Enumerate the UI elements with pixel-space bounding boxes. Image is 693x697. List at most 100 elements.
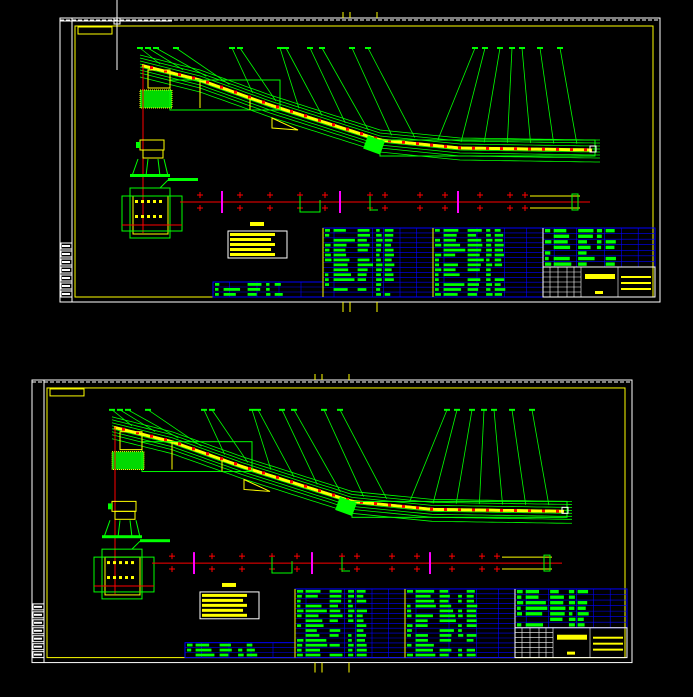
parts-table-b-cell-text — [407, 614, 412, 618]
idler-marker — [416, 506, 419, 510]
parts-table-b-cell-text — [494, 293, 503, 296]
parts-table-a-cell-text — [325, 283, 330, 286]
left-strip-cell — [60, 290, 73, 298]
parts-table-b-cell-text — [415, 643, 434, 647]
plan-cross-marker — [169, 553, 175, 560]
plan-cross-marker — [414, 566, 420, 573]
idler-marker — [150, 66, 153, 69]
parts-table-a-cell-text — [333, 253, 347, 257]
parts-table-b-cell-text — [466, 634, 477, 637]
parts-table-c-cell-text — [550, 617, 563, 622]
idler-marker — [248, 466, 251, 470]
idler-marker — [304, 114, 307, 118]
parts-table-c-cell-text — [596, 240, 602, 244]
plan-cross-marker — [239, 566, 245, 573]
parts-table-a-cell-text — [333, 288, 348, 291]
parts-table-a-cell-text — [297, 653, 303, 657]
parts-table-a-cell-text — [384, 263, 395, 267]
idler-marker — [472, 146, 475, 150]
parts-table-b-cell-text — [415, 604, 436, 608]
parts-table-b-cell-text — [467, 283, 480, 286]
left-strip-text — [34, 645, 42, 648]
section-bolt — [141, 215, 144, 218]
parts-table-a-cell-text — [357, 273, 367, 277]
leader-label — [153, 47, 159, 49]
parts-table-a-cell-text — [356, 643, 367, 647]
plan-cross-marker — [449, 566, 455, 573]
section-bolt — [159, 215, 162, 218]
section-bolt — [113, 576, 116, 579]
left-strip-cell — [60, 266, 73, 274]
parts-table-b-cell-text — [467, 229, 482, 232]
parts-table-a-cell-text — [356, 638, 365, 642]
parts-table-b-cell-text — [443, 229, 459, 232]
parts-table-a-cell-text — [348, 648, 353, 652]
parts-table-a-cell-text — [325, 278, 329, 282]
drive-base — [102, 535, 142, 539]
parts-table-d-cell-text — [266, 293, 271, 296]
idler-marker — [318, 489, 321, 493]
parts-table-a-cell-text — [325, 229, 330, 232]
parts-table-b-cell-text — [435, 238, 441, 242]
parts-table-a-cell-text — [356, 614, 363, 618]
section-bolt — [131, 561, 134, 565]
idler-marker — [220, 457, 223, 461]
parts-table-a-cell-text — [305, 643, 328, 647]
idler-marker — [430, 507, 433, 511]
parts-table-d-cell-text — [247, 293, 257, 296]
idler-marker — [234, 90, 237, 94]
idler-marker — [164, 438, 167, 442]
parts-table-a-cell-text — [376, 263, 383, 267]
parts-table-c-cell-text — [605, 256, 616, 261]
left-strip-text — [34, 613, 42, 616]
transfer-chute — [363, 135, 385, 155]
parts-table-a-cell-text — [376, 229, 380, 232]
parts-table-d-cell-text — [215, 283, 220, 286]
leader-label — [291, 408, 297, 411]
parts-table-a-cell-text — [356, 629, 364, 632]
idler-marker — [542, 509, 545, 513]
leader-label — [117, 408, 123, 411]
drive-unit-top — [139, 139, 165, 151]
leader-line — [119, 409, 156, 432]
parts-table-b-cell-text — [407, 653, 413, 657]
plan-cross-marker — [522, 205, 528, 211]
notes-text-line — [202, 603, 247, 607]
leader-label — [337, 408, 343, 411]
drawing-sheet-1 — [59, 12, 661, 312]
hopper-fill — [140, 90, 172, 108]
leader-line — [483, 47, 501, 143]
idler-marker — [500, 147, 503, 151]
parts-table-a-cell-text — [297, 648, 302, 652]
drive-base — [130, 174, 170, 177]
idler-marker — [514, 147, 517, 151]
parts-table-a-cell-text — [325, 233, 330, 237]
parts-table-c-cell-text — [568, 606, 575, 610]
parts-table-b-cell-text — [466, 653, 476, 657]
section-frame — [101, 548, 143, 600]
leader-label — [497, 47, 503, 49]
parts-table-a-cell-text — [356, 648, 367, 652]
head-chute — [119, 431, 143, 451]
leader-label — [349, 47, 355, 49]
leader-line — [409, 409, 448, 502]
idler-marker — [444, 508, 447, 512]
leader-label — [283, 47, 289, 49]
leader-label — [509, 47, 515, 49]
leader-label — [237, 47, 243, 49]
parts-table-b-cell-text — [494, 258, 502, 262]
parts-table-b-cell-text — [466, 594, 474, 598]
parts-table-b-cell-text — [415, 653, 436, 657]
parts-table-c-cell-text — [578, 251, 587, 255]
parts-table-a-cell-text — [356, 594, 364, 598]
parts-table-a-cell-text — [348, 594, 354, 598]
parts-table-c-cell-text — [605, 240, 616, 244]
parts-table-a-cell-text — [357, 263, 373, 267]
parts-table-b-cell-text — [467, 248, 482, 252]
idler-marker — [220, 85, 223, 89]
leader-label — [519, 47, 525, 49]
parts-table-a-cell-text — [305, 589, 321, 593]
left-strip-cell — [60, 250, 73, 258]
section-bolt — [135, 215, 138, 218]
